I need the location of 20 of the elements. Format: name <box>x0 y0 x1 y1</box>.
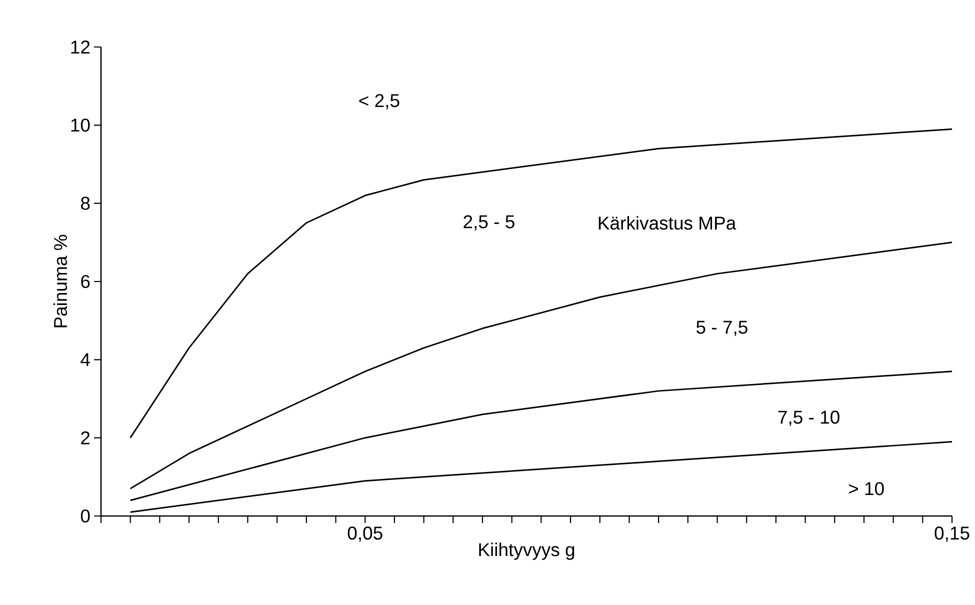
y-tick-label: 10 <box>71 118 90 132</box>
y-tick-label: 4 <box>80 353 90 366</box>
y-axis-title: Painuma % <box>53 234 68 328</box>
x-tick-label: 0,15 <box>934 526 970 542</box>
line-series <box>130 128 953 439</box>
x-axis-title: Kiihtyvyys g <box>479 542 574 560</box>
x-tick-label: 0,05 <box>348 526 382 542</box>
annotation: Kärkivastus MPa <box>598 216 736 230</box>
y-tick-label: 12 <box>71 40 90 54</box>
y-tick-label: 8 <box>80 196 90 210</box>
y-tick-label: 0 <box>80 509 90 523</box>
line-series <box>130 440 953 513</box>
y-tick-label: 2 <box>81 431 90 444</box>
annotation: 5 - 7,5 <box>696 320 748 336</box>
annotation: < 2,5 <box>359 94 400 110</box>
annotation: 7,5 - 10 <box>778 410 840 426</box>
annotation: 2,5 - 5 <box>464 215 514 231</box>
line-series <box>130 370 953 502</box>
y-tick-label: 6 <box>81 274 90 288</box>
annotation: > 10 <box>848 482 884 496</box>
